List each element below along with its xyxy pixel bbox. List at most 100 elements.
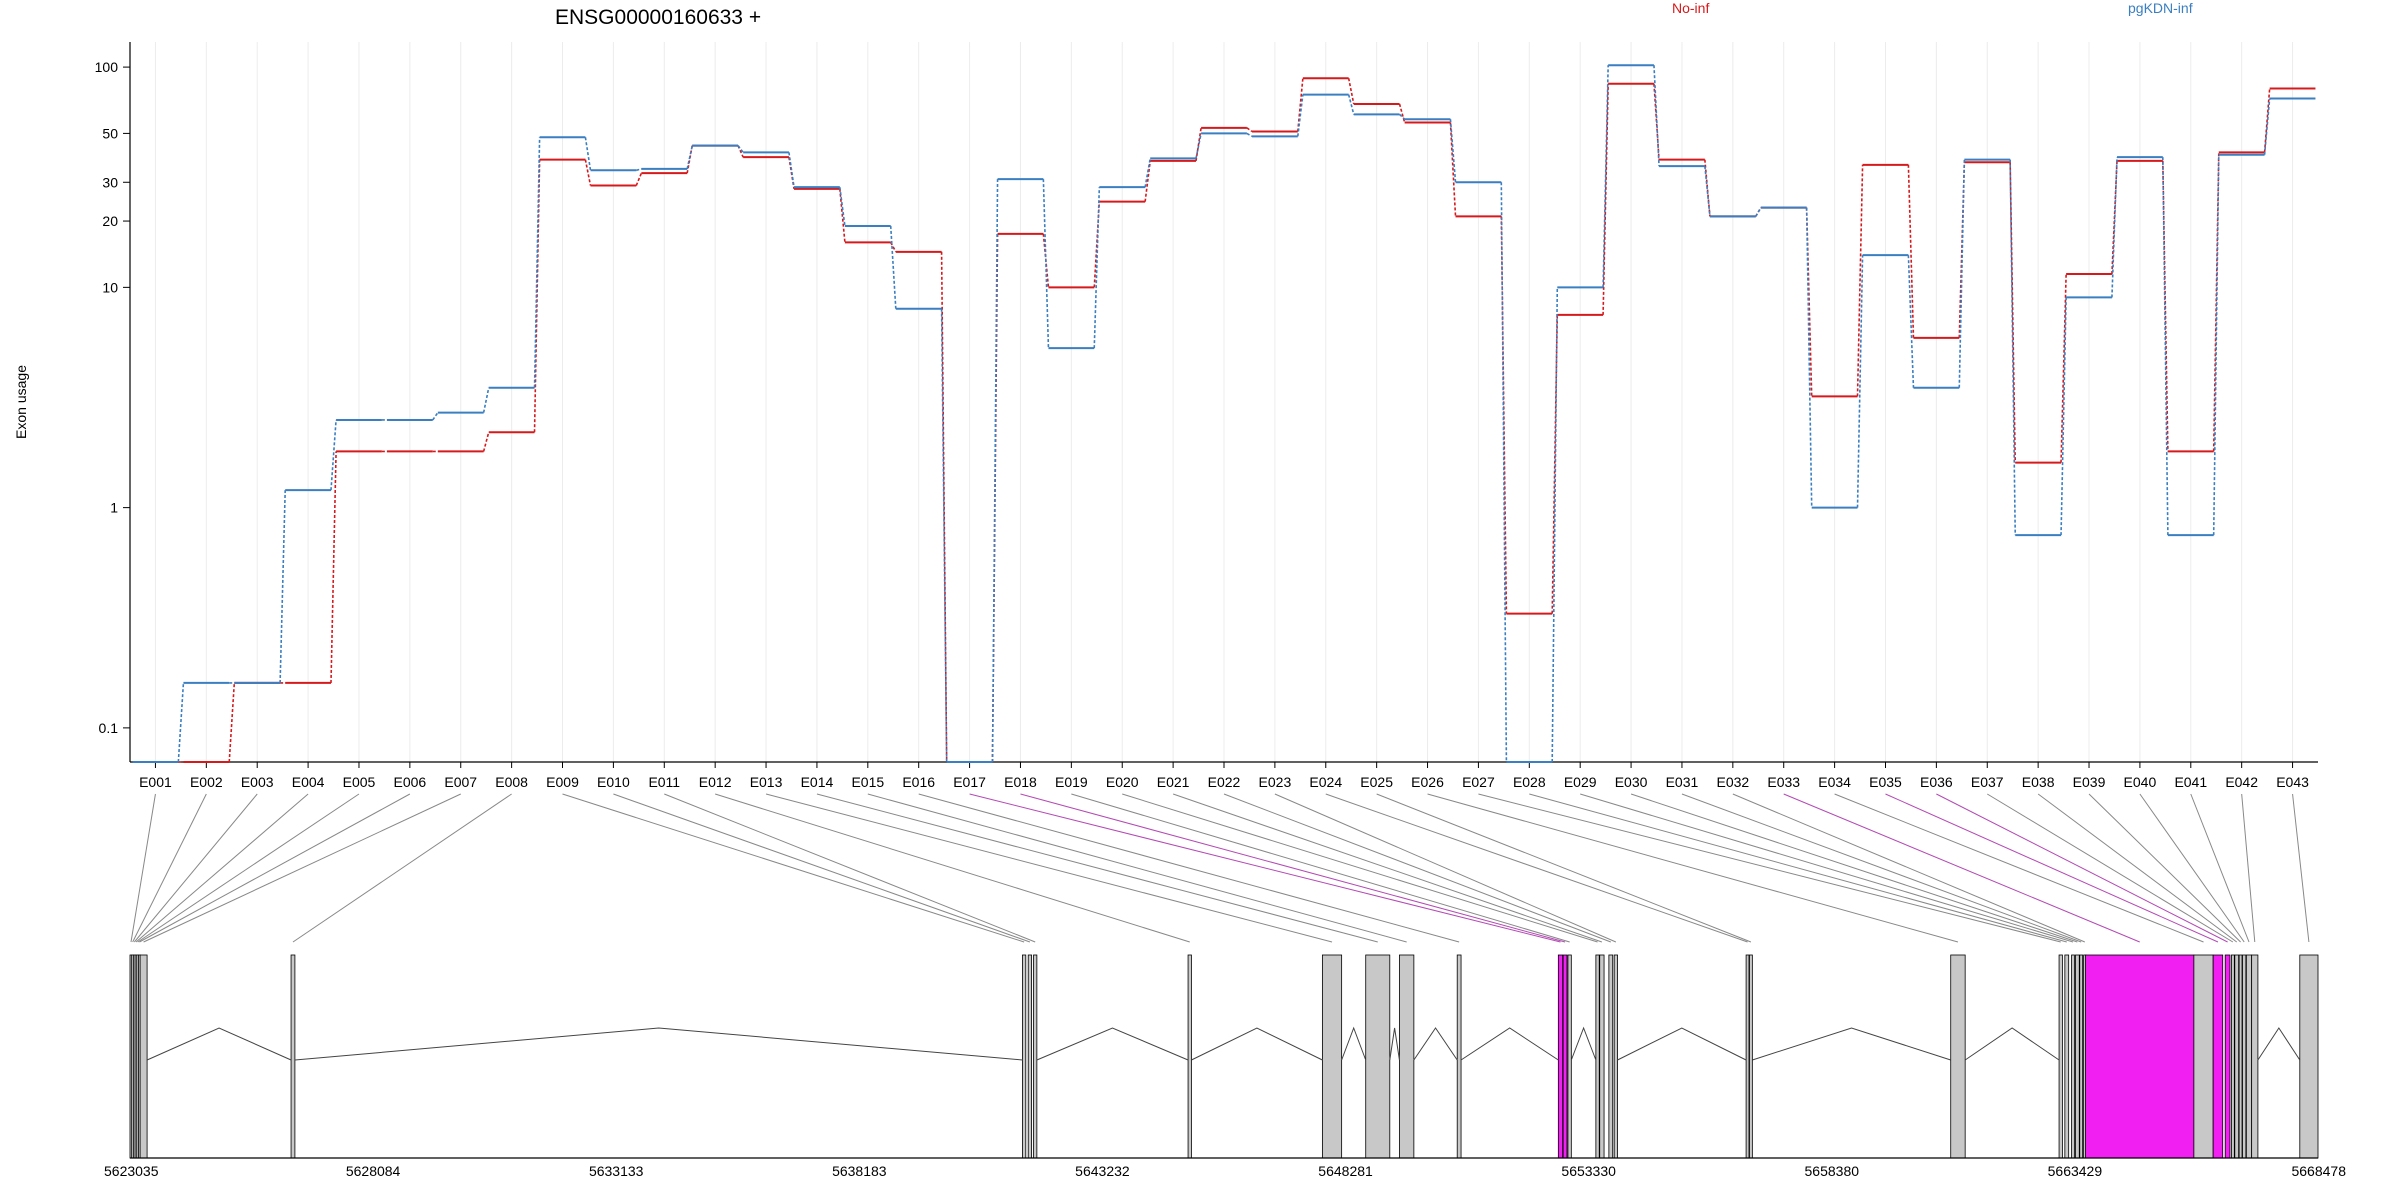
x-tick-label: E043 [2276,774,2309,790]
exon-connector [1071,793,1570,943]
chart-title: ENSG00000160633 + [555,6,761,29]
x-tick-label: E035 [1869,774,1902,790]
x-tick-label: E022 [1208,774,1241,790]
x-tick-label: E010 [597,774,630,790]
x-axis-ticks: E001 E002 E003 E004 E005 E006 E007 E008 E009 E010… [139,762,2309,790]
x-tick-label: E021 [1157,774,1190,790]
x-tick-label: E029 [1564,774,1597,790]
y-tick-label: 50 [102,125,118,141]
exon-box [2075,954,2080,1159]
genomic-tick-label: 5638183 [832,1163,887,1179]
exon-box [139,954,148,1159]
exon-box [2299,954,2319,1159]
genomic-tick-label: 5653330 [1561,1163,1616,1179]
exon-connector [1986,793,2234,943]
legend-entry-series-1: No-inf [1672,0,1709,16]
exon-connector [816,793,1378,943]
exon-connector [1732,793,2086,943]
exon-connector [132,793,207,943]
x-tick-label: E024 [1309,774,1342,790]
y-tick-label: 1 [110,500,118,516]
x-tick-label: E031 [1666,774,1699,790]
exon-connector [2190,793,2250,943]
exon-connector [1325,793,1748,943]
exon-box [2251,954,2259,1159]
gene-model [129,954,2319,1159]
x-tick-label: E017 [953,774,986,790]
y-tick-label: 10 [102,279,118,295]
exon-connector [1834,793,2204,943]
exon-connector [2241,793,2256,943]
exon-connector [135,793,309,943]
x-tick-label: E038 [2022,774,2055,790]
genomic-tick-label: 5648281 [1318,1163,1373,1179]
y-axis-label: Exon usage [13,365,29,439]
exon-connector [143,793,461,943]
genomic-tick-label: 5633133 [589,1163,644,1179]
exon-box [1033,954,1038,1159]
genomic-tick-label: 5658380 [1805,1163,1860,1179]
exon-box [1187,954,1192,1159]
x-tick-label: E023 [1259,774,1292,790]
x-tick-label: E036 [1920,774,1953,790]
exon-box [1557,954,1564,1159]
exon-connector [1885,793,2219,943]
exon-box [1456,954,1462,1159]
exon-box [1022,954,1027,1159]
x-tick-label: E016 [902,774,935,790]
x-tick-label: E040 [2124,774,2157,790]
x-tick-label: E001 [139,774,172,790]
genomic-tick-label: 5668478 [2291,1163,2346,1179]
y-tick-label: 30 [102,174,118,190]
exon-connector [1172,793,1603,943]
series-1 [132,77,2316,763]
exon-box [2238,954,2243,1159]
genomic-tick-label: 5643232 [1075,1163,1130,1179]
x-tick-label: E003 [241,774,274,790]
legend-entry-series-2: pgKDN-inf [2128,0,2193,16]
genomic-tick-label: 5623035 [104,1163,159,1179]
exon-connector [1630,793,2078,943]
x-tick-label: E037 [1971,774,2004,790]
exon-box [1599,954,1605,1159]
y-tick-label: 100 [95,59,119,75]
exon-connector [292,793,512,943]
x-tick-label: E025 [1360,774,1393,790]
exon-connector [2139,793,2245,943]
genomic-tick-label: 5628084 [346,1163,401,1179]
exon-connector [1376,793,1752,943]
exon-connector [1783,793,2140,943]
x-tick-label: E012 [699,774,732,790]
exon-box [1613,954,1618,1159]
exon-box [1749,954,1753,1159]
exon-connector [1427,793,1959,943]
x-tick-label: E018 [1004,774,1037,790]
exon-box [2079,954,2084,1159]
exon-box [1027,954,1032,1159]
y-tick-label: 20 [102,213,118,229]
series-2-line [177,65,2271,763]
x-tick-label: E015 [851,774,884,790]
exon-connector [137,793,360,943]
genomic-tick-label: 5663429 [2048,1163,2103,1179]
exon-connector [715,793,1190,943]
x-tick-label: E042 [2225,774,2258,790]
exon-box [1321,954,1343,1159]
exon-connector [562,793,1025,943]
exon-box [2071,954,2075,1159]
exon-box [2058,954,2063,1159]
exon-connector [664,793,1036,943]
exon-box [2242,954,2247,1159]
exon-connector [133,793,258,943]
exon-box [1567,954,1572,1159]
x-tick-label: E034 [1818,774,1851,790]
exon-box [1950,954,1966,1159]
exon-connector [867,793,1407,943]
exon-box [1595,954,1600,1159]
x-tick-label: E028 [1513,774,1546,790]
x-tick-label: E030 [1615,774,1648,790]
exon-box [2085,954,2195,1159]
y-axis-ticks: 0.1 1 10 20 30 50 100 [95,59,130,736]
exon-connector [765,793,1333,943]
exon-connectors [130,793,2310,943]
